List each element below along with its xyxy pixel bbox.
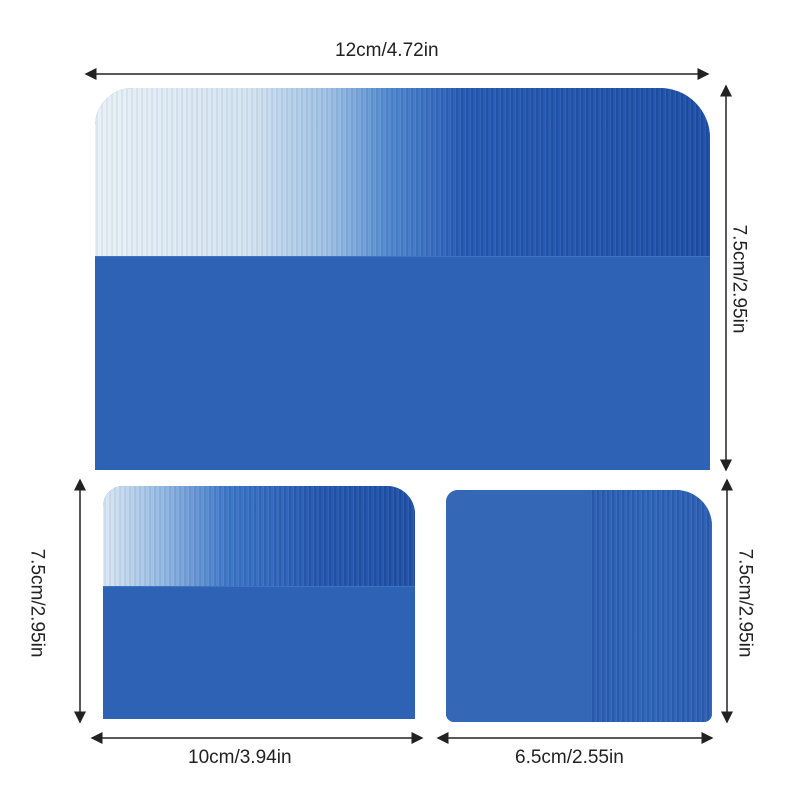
small-scraper-brush-texture <box>591 490 712 722</box>
medium-scraper-brush-texture <box>103 486 415 586</box>
large-scraper-lower-panel <box>95 256 710 470</box>
medium-width-label: 10cm/3.94in <box>188 747 292 768</box>
small-scraper <box>446 490 712 722</box>
medium-height-label: 7.5cm/2.95in <box>26 548 48 658</box>
large-scraper-gradient <box>95 88 710 256</box>
large-width-label: 12cm/4.72in <box>335 40 439 61</box>
small-scraper-flat-panel <box>446 490 592 722</box>
medium-scraper-gradient <box>103 486 415 586</box>
small-height-label: 7.5cm/2.95in <box>734 548 756 658</box>
small-scraper-gradient <box>591 490 712 722</box>
medium-scraper-lower-panel <box>103 586 415 719</box>
large-scraper <box>95 88 710 470</box>
small-width-label: 6.5cm/2.55in <box>515 747 624 768</box>
large-scraper-brush-texture <box>95 88 710 256</box>
large-height-label: 7.5cm/2.95in <box>728 224 750 334</box>
medium-scraper <box>103 486 415 719</box>
